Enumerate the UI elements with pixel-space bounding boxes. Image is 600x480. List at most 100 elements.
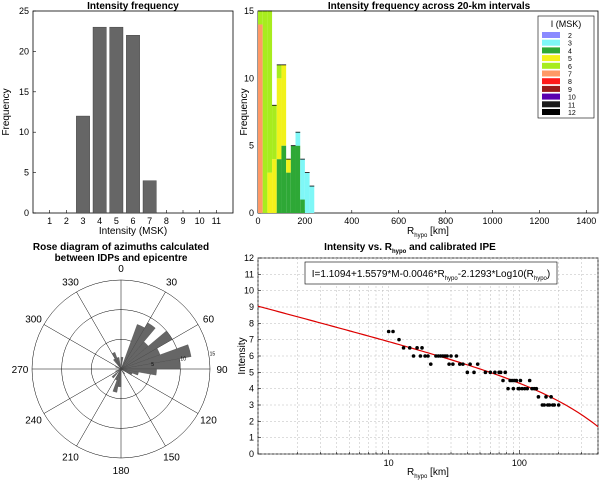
chart4-data-point (475, 362, 480, 366)
chart3-petal (120, 322, 156, 370)
chart4-y-tick-label: 6 (249, 351, 254, 361)
chart4-data-point (451, 362, 455, 366)
chart4-points (386, 329, 561, 407)
chart4-data-point (420, 346, 424, 350)
chart3-angle-label: 150 (163, 452, 180, 463)
chart3-petal (120, 358, 181, 370)
chart4-data-point (522, 386, 527, 391)
chart1-bars (76, 26, 157, 214)
chart2-x-tick-label: 200 (297, 216, 312, 226)
chart2-legend-swatch (542, 62, 560, 69)
chart4-data-point (445, 354, 449, 358)
chart3-angle-label: 60 (203, 315, 215, 326)
chart4-data-point (552, 403, 557, 407)
chart2-legend-label: 6 (568, 64, 572, 71)
chart2-legend-title: I (MSK) (551, 19, 582, 29)
chart4-data-point (503, 370, 508, 375)
chart4-data-point (517, 386, 522, 391)
chart3-angle-label: 30 (166, 278, 178, 289)
chart2-bar-segment (281, 145, 287, 213)
chart4-data-point (401, 346, 406, 350)
chart3-petals (111, 322, 192, 393)
chart4-ipe-curve (257, 305, 599, 428)
chart4-data-point (501, 378, 505, 383)
chart2-x-tick-label: 1000 (482, 216, 502, 226)
chart1-y-tick-label: 0 (24, 208, 29, 218)
chart2-y-tick-label: 5 (249, 141, 254, 151)
chart4-data-point (544, 395, 548, 399)
chart2-bar-segment (295, 132, 301, 146)
chart2-bar-segment (286, 172, 291, 213)
chart3-title-line1: Rose diagram of azimuths calculated (33, 242, 209, 253)
chart4-data-point (498, 370, 503, 375)
chart2-legend-label: 5 (568, 56, 572, 63)
chart3-radial-label: 5 (151, 362, 154, 368)
chart2-legend-label: 2 (568, 33, 572, 40)
chart4-data-point (415, 346, 419, 350)
chart2-bar-segment (290, 145, 296, 213)
chart4-data-point (514, 378, 519, 383)
chart3-title-line2: between IDPs and epicentre (55, 253, 188, 264)
chart4-data-point (518, 378, 523, 383)
chart4-y-tick-label: 11 (245, 269, 254, 279)
chart4-data-point (468, 362, 472, 366)
chart2-bar-segment (295, 145, 301, 213)
chart3-petal (111, 368, 122, 379)
chart3-petal (120, 368, 133, 376)
chart4-data-point (520, 386, 524, 391)
chart2-x-tick-label: 1400 (576, 216, 596, 226)
chart1-title: Intensity frequency (87, 1, 179, 12)
panel-intensity-vs-rhypo: Intensity vs. Rhypo and calibrated IPE 0… (237, 242, 599, 480)
chart3-radial-label: 15 (210, 352, 216, 358)
chart4-equation: I=1.1094+1.5579*M-0.0046*R hypo-2.1293*Lo… (312, 269, 550, 282)
chart3-petal (114, 368, 122, 381)
chart2-x-tick-label: 600 (391, 216, 406, 226)
chart4-data-point (407, 346, 412, 350)
chart4-x-tick-label: 100 (512, 458, 527, 468)
chart4-eq-mid: -2.1293*Log10(R (458, 269, 534, 280)
chart3-petal (120, 344, 192, 370)
chart4-y-tick-label: 4 (249, 384, 254, 394)
chart4-y-tick-label: 3 (249, 400, 254, 410)
chart4-data-point (454, 354, 459, 358)
chart1-x-tick-label: 2 (64, 216, 69, 226)
chart4-data-point (449, 354, 453, 358)
chart3-petal (120, 356, 124, 370)
chart2-legend-swatch (542, 78, 560, 85)
chart2-bar-segment (300, 159, 305, 200)
chart1-x-tick-label: 11 (212, 216, 221, 226)
chart4-y-tick-label: 0 (249, 449, 254, 459)
chart2-bar-segment (267, 172, 273, 213)
chart4-eq-sub2: hypo (534, 276, 548, 282)
chart4-data-point (418, 354, 423, 358)
chart3-angle-label: 90 (216, 365, 228, 376)
chart2-bar-segment (258, 11, 263, 25)
chart2-bar-segment (276, 78, 282, 160)
chart4-data-point (423, 354, 427, 358)
chart4-data-point (547, 403, 552, 407)
chart2-y-tick-label: 15 (244, 6, 254, 16)
chart4-y-tick-label: 7 (249, 335, 254, 345)
chart3-angle-label: 210 (62, 452, 79, 463)
chart2-bar-segment (276, 159, 282, 213)
chart4-y-tick-label: 1 (249, 433, 254, 443)
chart4-eq-pre: I=1.1094+1.5579*M-0.0046*R (312, 269, 445, 280)
chart2-bar-segment (309, 186, 315, 213)
chart4-data-point (397, 337, 401, 342)
chart1-x-tick-label: 4 (97, 216, 102, 226)
chart4-data-point (542, 403, 547, 407)
chart3-angle-label: 240 (25, 416, 42, 427)
chart4-data-point (428, 362, 433, 366)
chart3-petal (120, 368, 126, 375)
chart1-ticks: 0 5 10 15 20 25 1 2 3 4 5 6 7 8 9 10 11 (19, 6, 221, 226)
chart1-bar (126, 35, 140, 214)
chart4-title-post: and calibrated IPE (406, 242, 496, 253)
chart1-x-tick-label: 7 (147, 216, 152, 226)
chart1-x-tick-label: 8 (164, 216, 169, 226)
chart4-y-tick-label: 8 (249, 318, 254, 328)
chart2-x-label-main: R (407, 226, 414, 237)
chart2-legend-swatch (542, 101, 560, 108)
chart3-labels: 0 30 60 90 120 150 180 210 240 270 300 330 5 10 15 (12, 264, 228, 477)
